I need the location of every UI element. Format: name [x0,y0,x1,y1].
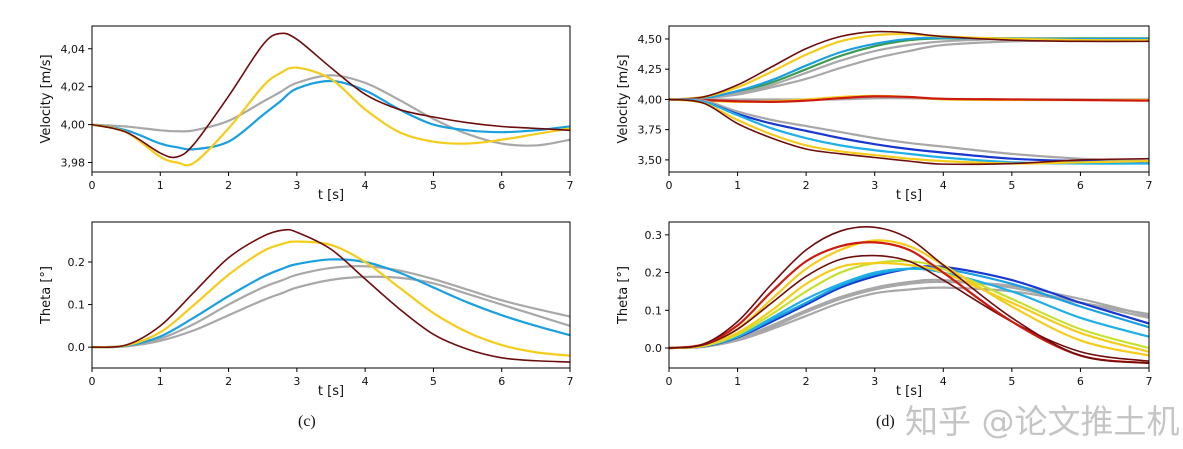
x-tick-label: 7 [567,375,574,388]
x-tick-label: 7 [567,179,574,192]
axes-frame [668,221,1150,369]
series-line-maroon-9 [669,254,1149,363]
x-tick-label: 4 [362,375,369,388]
series-line-blue-3 [669,36,1149,101]
x-tick-label: 4 [940,179,947,192]
x-tick-label: 0 [666,375,673,388]
axes-frame [91,25,571,173]
series-group [92,32,570,167]
x-tick-label: 5 [430,375,437,388]
series-line-blue-1 [92,79,570,151]
x-axis-label: t [s] [896,188,922,203]
series-line-gray-9 [669,98,1149,163]
x-tick-label: 1 [734,179,741,192]
x-tick-label: 7 [1146,179,1153,192]
y-tick-label: 0.0 [68,341,86,354]
series-line-maroon-5 [669,30,1149,101]
x-tick-label: 2 [225,375,232,388]
series-line-red-10 [669,241,1149,365]
y-tick-label: 4,00 [61,119,86,132]
y-tick-label: 3,98 [61,157,86,170]
series-line-cyan-11 [669,98,1149,165]
y-tick-label: 3,75 [638,124,663,137]
x-axis-label: t [s] [318,188,344,203]
y-tick-label: 4,50 [638,33,663,46]
x-tick-label: 4 [362,179,369,192]
x-tick-label: 0 [89,179,96,192]
x-tick-label: 4 [940,375,947,388]
y-axis-label: Theta [°] [39,266,54,325]
series-line-gray-1 [92,265,570,349]
series-line-yellow-7 [669,261,1149,353]
x-tick-label: 6 [498,179,505,192]
x-axis-label: t [s] [896,384,922,399]
caption-d: (d) [876,413,895,430]
series-group [92,228,570,363]
y-tick-label: 4,00 [638,93,663,106]
series-line-maroon-11 [669,226,1149,364]
series-line-gray-0 [92,74,570,147]
series-group [669,226,1149,365]
subplot-d-velocity: 0 1 2 3 4 5 6 7 3,50 3,75 4,00 4,25 4,50 t [s] Velocit… [616,25,1153,203]
series-line-maroon-4 [92,228,570,363]
series-line-red-8 [669,95,1149,103]
x-tick-label: 2 [225,179,232,192]
y-tick-label: 0.1 [645,304,663,317]
x-tick-label: 0 [666,179,673,192]
x-tick-label: 3 [871,375,878,388]
x-tick-label: 1 [157,375,164,388]
series-line-lime-6 [669,259,1149,350]
series-line-blue-2 [92,258,570,349]
y-tick-label: 0.0 [645,342,663,355]
subplot-c-theta: 0 1 2 3 4 5 6 7 0.0 0.1 0.2 t [s] Theta [°] [39,221,574,399]
series-line-yellow-2 [92,66,570,167]
series-line-yellow-3 [92,240,570,357]
series-line-yellow-4 [669,32,1149,101]
x-tick-label: 1 [734,375,741,388]
x-tick-label: 6 [1077,375,1084,388]
series-group [669,30,1149,166]
series-line-cyan-5 [669,267,1149,350]
x-tick-label: 0 [89,375,96,388]
x-tick-label: 5 [430,179,437,192]
subplot-d-theta: 0 1 2 3 4 5 6 7 0.0 0.1 0.2 0.3 t [s] Theta [°] [616,221,1153,399]
x-tick-label: 6 [498,375,505,388]
y-axis-label: Theta [°] [616,266,631,325]
x-tick-label: 5 [1008,375,1015,388]
subplot-c-velocity: 0 1 2 3 4 5 6 7 3,98 4,00 4,02 4,04 t [s] Velocity [m… [39,25,574,203]
x-tick-label: 2 [803,179,810,192]
series-line-maroon-13 [669,98,1149,166]
x-tick-label: 5 [1008,179,1015,192]
x-tick-label: 1 [157,179,164,192]
y-tick-label: 0.2 [68,256,86,269]
x-tick-label: 2 [803,375,810,388]
x-tick-label: 3 [293,179,300,192]
x-tick-label: 7 [1146,375,1153,388]
series-line-maroon-3 [92,32,570,159]
series-line-gray-0 [92,275,570,349]
y-tick-label: 4,25 [638,63,663,76]
x-tick-label: 3 [293,375,300,388]
y-tick-label: 0.1 [68,299,86,312]
x-tick-label: 6 [1077,179,1084,192]
y-tick-label: 0.3 [645,229,663,242]
y-axis-label: Velocity [m/s] [616,54,631,143]
y-tick-label: 4,02 [61,81,86,94]
y-tick-label: 4,04 [61,43,86,56]
y-tick-label: 3,50 [638,154,663,167]
x-axis-label: t [s] [318,384,344,399]
y-tick-label: 0.2 [645,267,663,280]
x-tick-label: 3 [871,179,878,192]
y-axis-label: Velocity [m/s] [39,54,54,143]
axes-frame [91,221,571,369]
caption-c: (c) [298,413,316,430]
watermark: 知乎 @论文推土机 [905,402,1180,441]
